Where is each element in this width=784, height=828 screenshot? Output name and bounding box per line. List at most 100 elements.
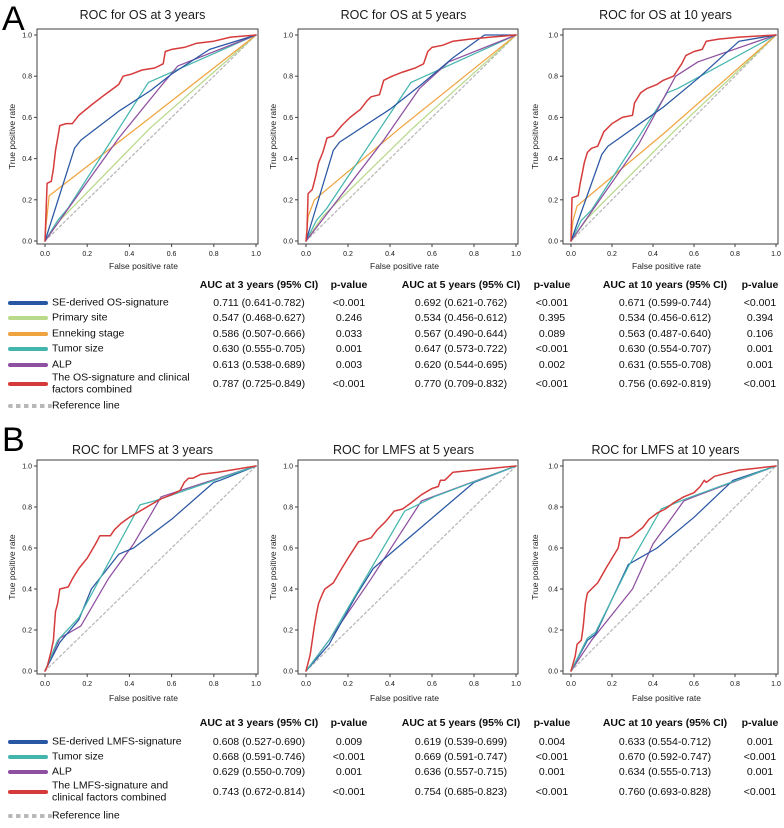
legend-row: Enneking stage 0.586 (0.507-0.666) 0.033 0.…	[0, 326, 784, 342]
legend-column-header: AUC at 3 years (95% CI)	[199, 279, 319, 291]
roc-curve-red	[305, 465, 517, 672]
roc-curve-ref	[44, 465, 257, 672]
legend-color-swatch	[8, 382, 48, 386]
auc-value: 0.586 (0.507-0.666)	[212, 327, 306, 340]
x-axis-ticks: 0.0 0.2 0.4 0.6 0.8 1.0	[566, 244, 781, 258]
x-tick-label: 0.4	[125, 681, 135, 688]
auc-value: 0.787 (0.725-0.849)	[212, 378, 306, 390]
p-value: 0.001	[746, 765, 774, 778]
legend-series-name: SE-derived OS-signature	[52, 296, 169, 308]
y-tick-label: 0.2	[22, 197, 32, 204]
legend-column-header: p-value	[330, 717, 368, 729]
y-tick-label: 1.0	[22, 33, 32, 40]
auc-value: 0.634 (0.555-0.713)	[618, 765, 712, 778]
x-tick-label: 0.6	[689, 251, 699, 258]
x-tick-label: 0.2	[82, 251, 92, 258]
auc-value: 0.692 (0.621-0.762)	[414, 296, 508, 309]
y-tick-label: 0.4	[22, 156, 32, 163]
y-tick-label: 0.0	[22, 239, 32, 246]
plot-frame	[297, 28, 519, 245]
auc-value: 0.630 (0.555-0.705)	[212, 343, 306, 356]
legend-series-name: Reference line	[52, 809, 120, 822]
y-tick-label: 1.0	[283, 464, 293, 471]
p-value: 0.089	[538, 327, 566, 340]
legend-color-swatch	[8, 740, 48, 744]
y-tick-label: 0.8	[22, 74, 32, 81]
legend-row: Reference line	[0, 399, 784, 414]
roc-curve-green	[305, 34, 517, 242]
p-value: <0.001	[743, 786, 777, 798]
chart-title: ROC for OS at 5 years	[340, 8, 467, 22]
y-tick-label: 0.6	[548, 546, 558, 553]
auc-value: 0.563 (0.487-0.640)	[618, 327, 712, 340]
auc-value: 0.567 (0.490-0.644)	[414, 327, 508, 340]
auc-value: 0.534 (0.456-0.612)	[618, 312, 712, 325]
y-tick-label: 0.0	[283, 239, 293, 246]
x-tick-label: 0.8	[469, 251, 479, 258]
p-value: 0.395	[538, 312, 566, 325]
y-tick-label: 0.2	[283, 197, 293, 204]
x-tick-label: 0.0	[566, 681, 576, 688]
auc-value: 0.631 (0.555-0.708)	[618, 358, 712, 371]
legend-column-header: AUC at 10 years (95% CI)	[602, 717, 728, 729]
x-tick-label: 1.0	[771, 251, 781, 258]
legend-row: ALP 0.629 (0.550-0.709) 0.001 0.636 (0.557-…	[0, 764, 784, 779]
x-axis-label: False positive rate	[109, 261, 178, 271]
roc-plot: 0.0 0.2 0.4 0.6 0.8 1.0 0.0 0.2 0.4 0.6 0.8 1.0	[283, 459, 521, 688]
y-tick-label: 0.0	[548, 239, 558, 246]
x-axis-ticks: 0.0 0.2 0.4 0.6 0.8 1.0	[40, 244, 261, 258]
legend-series-name: Tumor size	[52, 750, 104, 763]
p-value: 0.009	[335, 736, 363, 748]
roc-curve-purple	[570, 34, 777, 242]
x-tick-label: 1.0	[251, 251, 261, 258]
y-tick-label: 0.8	[22, 505, 32, 512]
x-axis-label: False positive rate	[109, 693, 178, 703]
legend-table-os: AUC at 3 years (95% CI) p-value AUC at 5 y…	[0, 278, 784, 415]
roc-curve-ref	[570, 465, 777, 672]
p-value: 0.001	[746, 358, 774, 371]
p-value: 0.033	[335, 327, 363, 340]
y-axis-ticks: 0.0 0.2 0.4 0.6 0.8 1.0	[22, 33, 37, 246]
y-tick-label: 0.4	[548, 587, 558, 594]
x-tick-label: 0.6	[427, 681, 437, 688]
panel-a-label: A	[2, 0, 25, 38]
plot-frame	[36, 459, 259, 675]
x-tick-label: 0.8	[209, 251, 219, 258]
legend-color-swatch	[8, 362, 48, 367]
y-tick-label: 1.0	[22, 464, 32, 471]
y-tick-label: 0.8	[283, 505, 293, 512]
legend-series-name: SE-derived LMFS-signature	[52, 735, 182, 748]
y-axis-ticks: 0.0 0.2 0.4 0.6 0.8 1.0	[22, 464, 37, 676]
p-value: <0.001	[332, 296, 366, 309]
legend-table-lmfs: AUC at 3 years (95% CI) p-value AUC at 5 y…	[0, 712, 784, 826]
p-value: <0.001	[743, 751, 777, 763]
p-value: <0.001	[535, 786, 569, 798]
legend-column-header: AUC at 5 years (95% CI)	[401, 279, 521, 291]
auc-value: 0.534 (0.456-0.612)	[414, 312, 508, 325]
x-tick-label: 0.4	[648, 681, 658, 688]
legend-color-swatch	[8, 790, 48, 794]
x-tick-label: 0.2	[607, 251, 617, 258]
p-value: <0.001	[535, 296, 569, 309]
roc-curve-blue	[44, 34, 257, 242]
x-tick-label: 0.6	[167, 681, 177, 688]
auc-value: 0.754 (0.685-0.823)	[414, 786, 508, 798]
roc-curve-ref	[570, 34, 777, 242]
roc-plot: 0.0 0.2 0.4 0.6 0.8 1.0 0.0 0.2 0.4 0.6 0.8 1.0	[22, 459, 261, 688]
x-tick-label: 0.8	[209, 681, 219, 688]
x-tick-label: 0.6	[689, 681, 699, 688]
roc-curve-teal	[305, 465, 517, 672]
legend-color-swatch	[8, 755, 48, 759]
chart-title: ROC for OS at 3 years	[79, 8, 206, 22]
chart-title: ROC for OS at 10 years	[599, 8, 732, 22]
x-tick-label: 0.4	[648, 251, 658, 258]
x-tick-label: 0.0	[40, 681, 50, 688]
legend-color-swatch	[8, 300, 48, 305]
x-axis-label: False positive rate	[632, 693, 701, 703]
p-value: <0.001	[332, 378, 366, 390]
roc-curve-red	[305, 34, 517, 242]
roc-curve-blue	[44, 465, 257, 672]
auc-value: 0.760 (0.693-0.828)	[618, 786, 712, 798]
p-value: 0.001	[746, 343, 774, 356]
roc-curve-purple	[570, 465, 777, 672]
